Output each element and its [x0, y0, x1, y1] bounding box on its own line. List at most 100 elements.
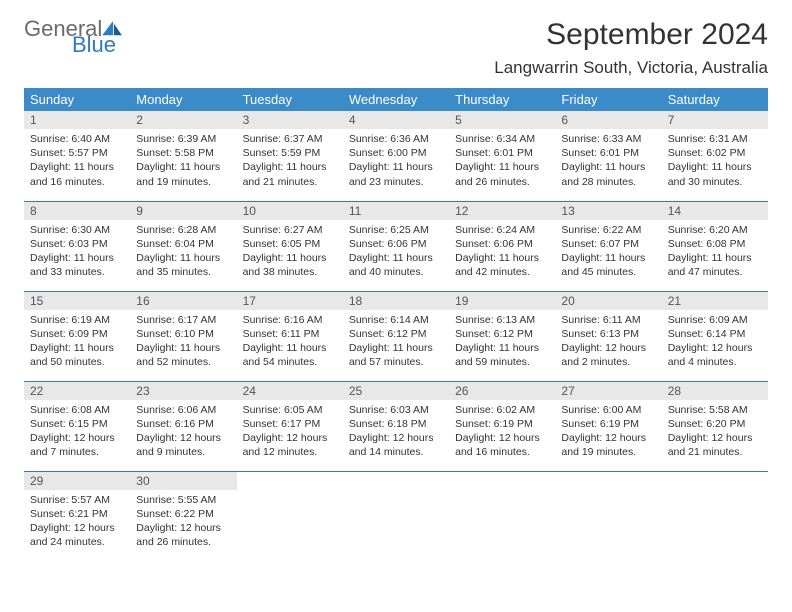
sunrise-line: Sunrise: 6:19 AM	[30, 313, 124, 327]
sunrise-line: Sunrise: 5:57 AM	[30, 493, 124, 507]
sunset-line: Sunset: 6:08 PM	[668, 237, 762, 251]
logo-text-blue: Blue	[72, 34, 124, 56]
daylight-line: Daylight: 11 hours and 40 minutes.	[349, 251, 443, 279]
sunset-line: Sunset: 6:18 PM	[349, 417, 443, 431]
calendar-day-cell: 1Sunrise: 6:40 AMSunset: 5:57 PMDaylight…	[24, 111, 130, 201]
sunrise-line: Sunrise: 6:02 AM	[455, 403, 549, 417]
day-details: Sunrise: 5:57 AMSunset: 6:21 PMDaylight:…	[24, 490, 130, 556]
sunrise-line: Sunrise: 6:00 AM	[561, 403, 655, 417]
day-number: 29	[24, 472, 130, 490]
sunset-line: Sunset: 6:21 PM	[30, 507, 124, 521]
calendar-day-cell: 21Sunrise: 6:09 AMSunset: 6:14 PMDayligh…	[662, 291, 768, 381]
daylight-line: Daylight: 12 hours and 16 minutes.	[455, 431, 549, 459]
sunrise-line: Sunrise: 6:25 AM	[349, 223, 443, 237]
daylight-line: Daylight: 11 hours and 16 minutes.	[30, 160, 124, 188]
day-number: 25	[343, 382, 449, 400]
logo: General Blue	[24, 18, 124, 56]
calendar-day-cell: 25Sunrise: 6:03 AMSunset: 6:18 PMDayligh…	[343, 381, 449, 471]
daylight-line: Daylight: 11 hours and 54 minutes.	[243, 341, 337, 369]
calendar-day-cell: 28Sunrise: 5:58 AMSunset: 6:20 PMDayligh…	[662, 381, 768, 471]
sunset-line: Sunset: 6:14 PM	[668, 327, 762, 341]
day-number: 24	[237, 382, 343, 400]
daylight-line: Daylight: 12 hours and 9 minutes.	[136, 431, 230, 459]
sunset-line: Sunset: 6:09 PM	[30, 327, 124, 341]
day-number: 8	[24, 202, 130, 220]
sunset-line: Sunset: 6:20 PM	[668, 417, 762, 431]
day-details: Sunrise: 6:14 AMSunset: 6:12 PMDaylight:…	[343, 310, 449, 376]
daylight-line: Daylight: 11 hours and 52 minutes.	[136, 341, 230, 369]
sunrise-line: Sunrise: 6:28 AM	[136, 223, 230, 237]
sunrise-line: Sunrise: 6:17 AM	[136, 313, 230, 327]
calendar-day-cell: 6Sunrise: 6:33 AMSunset: 6:01 PMDaylight…	[555, 111, 661, 201]
weekday-header: Thursday	[449, 88, 555, 111]
sunrise-line: Sunrise: 6:34 AM	[455, 132, 549, 146]
daylight-line: Daylight: 11 hours and 28 minutes.	[561, 160, 655, 188]
sunset-line: Sunset: 6:16 PM	[136, 417, 230, 431]
day-number: 19	[449, 292, 555, 310]
daylight-line: Daylight: 12 hours and 26 minutes.	[136, 521, 230, 549]
calendar-day-cell: 4Sunrise: 6:36 AMSunset: 6:00 PMDaylight…	[343, 111, 449, 201]
daylight-line: Daylight: 12 hours and 12 minutes.	[243, 431, 337, 459]
calendar-week-row: 8Sunrise: 6:30 AMSunset: 6:03 PMDaylight…	[24, 201, 768, 291]
calendar-day-cell	[555, 471, 661, 561]
sunrise-line: Sunrise: 6:22 AM	[561, 223, 655, 237]
calendar-week-row: 22Sunrise: 6:08 AMSunset: 6:15 PMDayligh…	[24, 381, 768, 471]
daylight-line: Daylight: 11 hours and 23 minutes.	[349, 160, 443, 188]
sunset-line: Sunset: 6:19 PM	[561, 417, 655, 431]
day-details: Sunrise: 6:34 AMSunset: 6:01 PMDaylight:…	[449, 129, 555, 195]
day-details: Sunrise: 6:20 AMSunset: 6:08 PMDaylight:…	[662, 220, 768, 286]
day-number: 7	[662, 111, 768, 129]
calendar-day-cell: 13Sunrise: 6:22 AMSunset: 6:07 PMDayligh…	[555, 201, 661, 291]
day-details: Sunrise: 6:36 AMSunset: 6:00 PMDaylight:…	[343, 129, 449, 195]
calendar-day-cell: 17Sunrise: 6:16 AMSunset: 6:11 PMDayligh…	[237, 291, 343, 381]
day-number: 30	[130, 472, 236, 490]
day-number: 6	[555, 111, 661, 129]
weekday-header: Friday	[555, 88, 661, 111]
sunset-line: Sunset: 6:19 PM	[455, 417, 549, 431]
sunset-line: Sunset: 6:06 PM	[455, 237, 549, 251]
location: Langwarrin South, Victoria, Australia	[494, 58, 768, 78]
day-details: Sunrise: 6:24 AMSunset: 6:06 PMDaylight:…	[449, 220, 555, 286]
sunset-line: Sunset: 5:59 PM	[243, 146, 337, 160]
day-details: Sunrise: 6:16 AMSunset: 6:11 PMDaylight:…	[237, 310, 343, 376]
daylight-line: Daylight: 11 hours and 19 minutes.	[136, 160, 230, 188]
daylight-line: Daylight: 12 hours and 7 minutes.	[30, 431, 124, 459]
daylight-line: Daylight: 11 hours and 47 minutes.	[668, 251, 762, 279]
calendar-day-cell: 26Sunrise: 6:02 AMSunset: 6:19 PMDayligh…	[449, 381, 555, 471]
day-number: 12	[449, 202, 555, 220]
daylight-line: Daylight: 11 hours and 33 minutes.	[30, 251, 124, 279]
day-details: Sunrise: 6:31 AMSunset: 6:02 PMDaylight:…	[662, 129, 768, 195]
daylight-line: Daylight: 12 hours and 4 minutes.	[668, 341, 762, 369]
daylight-line: Daylight: 11 hours and 26 minutes.	[455, 160, 549, 188]
sunrise-line: Sunrise: 6:37 AM	[243, 132, 337, 146]
calendar-day-cell: 2Sunrise: 6:39 AMSunset: 5:58 PMDaylight…	[130, 111, 236, 201]
day-number: 22	[24, 382, 130, 400]
day-number: 13	[555, 202, 661, 220]
calendar-day-cell: 5Sunrise: 6:34 AMSunset: 6:01 PMDaylight…	[449, 111, 555, 201]
day-details: Sunrise: 6:33 AMSunset: 6:01 PMDaylight:…	[555, 129, 661, 195]
day-number: 26	[449, 382, 555, 400]
weekday-header: Wednesday	[343, 88, 449, 111]
day-details: Sunrise: 6:09 AMSunset: 6:14 PMDaylight:…	[662, 310, 768, 376]
calendar-day-cell: 11Sunrise: 6:25 AMSunset: 6:06 PMDayligh…	[343, 201, 449, 291]
calendar-day-cell: 12Sunrise: 6:24 AMSunset: 6:06 PMDayligh…	[449, 201, 555, 291]
day-number: 4	[343, 111, 449, 129]
sunrise-line: Sunrise: 6:16 AM	[243, 313, 337, 327]
calendar-day-cell: 20Sunrise: 6:11 AMSunset: 6:13 PMDayligh…	[555, 291, 661, 381]
day-details: Sunrise: 5:55 AMSunset: 6:22 PMDaylight:…	[130, 490, 236, 556]
day-details: Sunrise: 6:30 AMSunset: 6:03 PMDaylight:…	[24, 220, 130, 286]
calendar-week-row: 15Sunrise: 6:19 AMSunset: 6:09 PMDayligh…	[24, 291, 768, 381]
sunset-line: Sunset: 6:01 PM	[561, 146, 655, 160]
sunset-line: Sunset: 6:04 PM	[136, 237, 230, 251]
sunrise-line: Sunrise: 5:58 AM	[668, 403, 762, 417]
daylight-line: Daylight: 12 hours and 14 minutes.	[349, 431, 443, 459]
daylight-line: Daylight: 11 hours and 57 minutes.	[349, 341, 443, 369]
sunrise-line: Sunrise: 6:30 AM	[30, 223, 124, 237]
sunset-line: Sunset: 6:11 PM	[243, 327, 337, 341]
sunset-line: Sunset: 6:00 PM	[349, 146, 443, 160]
day-number: 5	[449, 111, 555, 129]
day-details: Sunrise: 6:00 AMSunset: 6:19 PMDaylight:…	[555, 400, 661, 466]
sunrise-line: Sunrise: 6:13 AM	[455, 313, 549, 327]
day-details: Sunrise: 6:02 AMSunset: 6:19 PMDaylight:…	[449, 400, 555, 466]
title-block: September 2024 Langwarrin South, Victori…	[494, 18, 768, 78]
